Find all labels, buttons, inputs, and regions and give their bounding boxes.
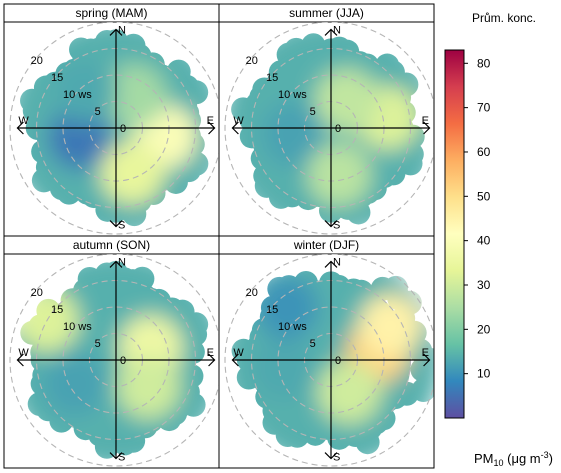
- ring: [9, 254, 219, 467]
- compass-w: W: [18, 347, 29, 359]
- center-label: 0: [120, 355, 126, 367]
- center-label: 0: [335, 123, 341, 135]
- radial-label: 15: [51, 72, 63, 84]
- north-arrow: [324, 260, 338, 268]
- east-arrow: [423, 353, 431, 367]
- radial-label: 10 ws: [278, 89, 307, 101]
- compass-s: S: [118, 220, 125, 232]
- radial-label: 15: [266, 304, 278, 316]
- key-tick-label: 80: [477, 56, 491, 70]
- hotspot: [48, 105, 113, 170]
- compass-w: W: [233, 115, 244, 127]
- hotspot: [307, 142, 372, 207]
- unit-part-unit_rest: (μg m: [504, 451, 541, 466]
- hotspot: [53, 59, 118, 124]
- unit-part-unit_sup: -3: [541, 450, 549, 460]
- unit-part-unit_sub: 10: [494, 458, 504, 468]
- west-arrow: [16, 353, 24, 367]
- compass-s: S: [118, 452, 125, 464]
- compass-e: E: [422, 115, 429, 127]
- unit-part-unit_main: PM: [474, 451, 494, 466]
- panel-title: winter (DJF): [293, 238, 359, 252]
- west-arrow: [231, 121, 239, 135]
- east-arrow: [208, 353, 216, 367]
- hotspot: [252, 336, 317, 401]
- west-arrow: [231, 353, 239, 367]
- compass-s: S: [333, 220, 340, 232]
- compass-w: W: [233, 347, 244, 359]
- hotspot: [100, 140, 165, 205]
- compass-n: N: [118, 24, 126, 36]
- radial-label: 5: [95, 106, 101, 118]
- radial-label: 5: [310, 106, 316, 118]
- radial-label: 20: [31, 287, 43, 299]
- radial-label: 10 ws: [63, 89, 92, 101]
- compass-e: E: [207, 115, 214, 127]
- radial-label: 10 ws: [278, 321, 307, 333]
- panel-title: spring (MAM): [75, 6, 147, 20]
- colour-bar: [444, 49, 465, 419]
- panel-title: autumn (SON): [73, 238, 150, 252]
- hotspot: [102, 63, 167, 128]
- hotspot: [317, 360, 382, 425]
- key-tick-label: 60: [477, 145, 491, 159]
- compass-e: E: [207, 347, 214, 359]
- ring: [9, 22, 219, 235]
- unit-part-unit_close: ): [549, 451, 553, 466]
- hotspot: [42, 351, 107, 416]
- south-arrow: [324, 220, 338, 228]
- radial-label: 10 ws: [63, 321, 92, 333]
- key-tick-label: 40: [477, 234, 491, 248]
- hotspot: [314, 68, 379, 133]
- radial-label: 20: [246, 55, 258, 67]
- hotspot: [116, 355, 181, 420]
- radial-label: 5: [310, 338, 316, 350]
- south-arrow: [109, 220, 123, 228]
- north-arrow: [109, 28, 123, 36]
- key-tick-label: 50: [477, 189, 491, 203]
- hotspot: [358, 293, 423, 358]
- radial-label: 15: [51, 304, 63, 316]
- north-arrow: [109, 260, 123, 268]
- key-tick-label: 30: [477, 278, 491, 292]
- compass-n: N: [333, 256, 341, 268]
- east-arrow: [423, 121, 431, 135]
- ring: [224, 254, 434, 467]
- south-arrow: [109, 452, 123, 460]
- radial-label: 20: [246, 287, 258, 299]
- compass-s: S: [333, 452, 340, 464]
- compass-n: N: [118, 256, 126, 268]
- compass-n: N: [333, 24, 341, 36]
- ring: [224, 22, 434, 235]
- radial-label: 20: [31, 55, 43, 67]
- center-label: 0: [335, 355, 341, 367]
- west-arrow: [16, 121, 24, 135]
- compass-e: E: [422, 347, 429, 359]
- east-arrow: [208, 121, 216, 135]
- compass-w: W: [18, 115, 29, 127]
- key-tick-label: 70: [477, 101, 491, 115]
- legend-title: Prům. konc.: [472, 11, 536, 25]
- center-label: 0: [120, 123, 126, 135]
- south-arrow: [324, 452, 338, 460]
- radial-label: 15: [266, 72, 278, 84]
- key-tick-label: 10: [477, 367, 491, 381]
- radial-label: 5: [95, 338, 101, 350]
- legend-unit-label: PM10 (μg m-3): [474, 450, 553, 468]
- panel-title: summer (JJA): [289, 6, 364, 20]
- key-tick-label: 20: [477, 322, 491, 336]
- hotspot: [254, 275, 319, 340]
- panel-border: [218, 235, 435, 469]
- north-arrow: [324, 28, 338, 36]
